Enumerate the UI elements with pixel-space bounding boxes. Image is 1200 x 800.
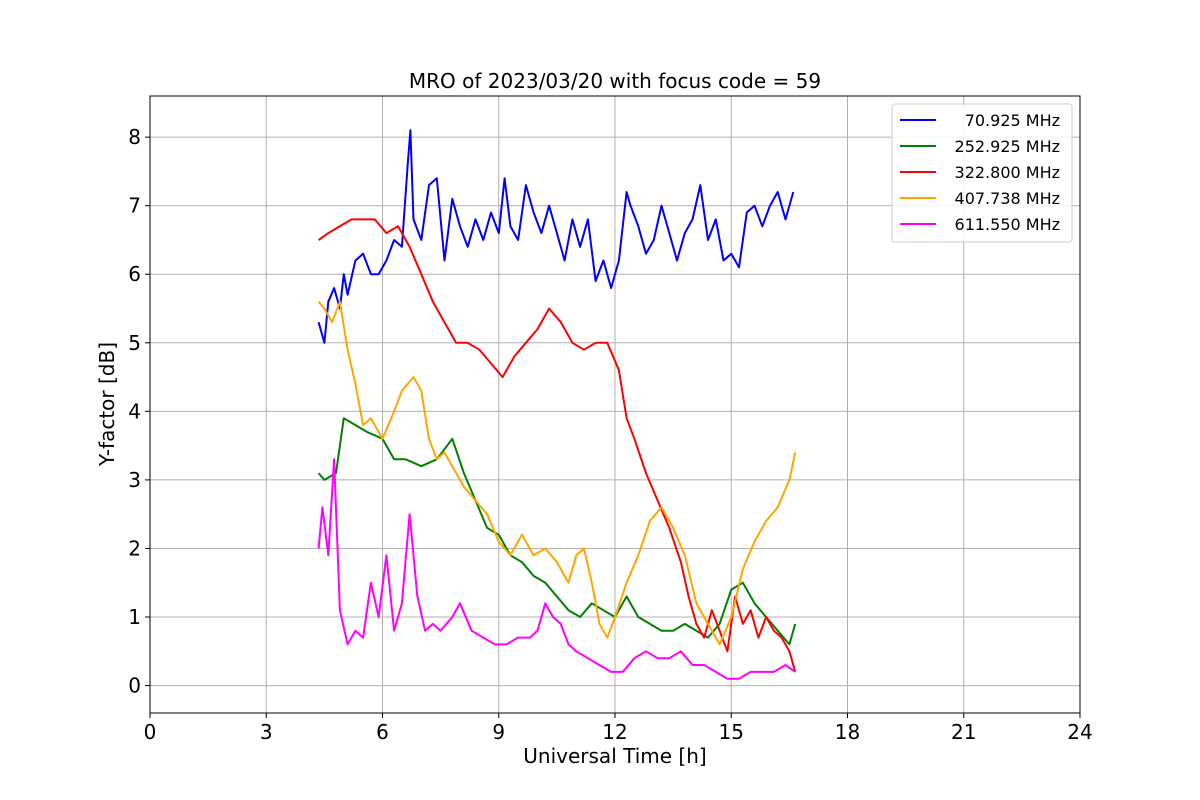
series-lines [317,129,797,680]
legend-label: 252.925 MHz [955,137,1060,156]
y-axis-label: Y-factor [dB] [95,342,119,467]
x-tick-label: 6 [376,720,389,744]
x-tick-label: 15 [719,720,744,744]
series-line-4 [317,458,796,680]
series-line-0 [317,129,795,344]
legend-label: 407.738 MHz [955,189,1060,208]
y-tick-label: 7 [128,194,141,218]
x-tick-label: 9 [492,720,505,744]
legend: 70.925 MHz 252.925 MHz 322.800 MHz 407.738 … [891,103,1073,243]
y-tick-label: 0 [128,674,141,698]
y-tick-label: 2 [128,536,141,560]
x-tick-label: 12 [602,720,627,744]
y-tick-label: 6 [128,262,141,286]
legend-label: 322.800 MHz [955,163,1060,182]
x-tick-label: 21 [951,720,976,744]
chart-title: MRO of 2023/03/20 with focus code = 59 [409,69,821,93]
legend-label: 70.925 MHz [965,111,1060,130]
y-tick-label: 8 [128,125,141,149]
y-tick-label: 5 [128,331,141,355]
x-tick-label: 18 [835,720,860,744]
x-tick-label: 0 [144,720,157,744]
legend-box [891,103,1073,243]
y-tick-label: 1 [128,605,141,629]
y-tick-label: 3 [128,468,141,492]
x-tick-label: 3 [260,720,273,744]
legend-label: 611.550 MHz [955,215,1060,234]
x-tick-label: 24 [1067,720,1092,744]
series-line-2 [318,218,797,673]
y-tick-label: 4 [128,399,141,423]
x-axis-label: Universal Time [h] [523,744,706,768]
series-line-3 [317,300,797,646]
series-line-1 [317,417,797,646]
